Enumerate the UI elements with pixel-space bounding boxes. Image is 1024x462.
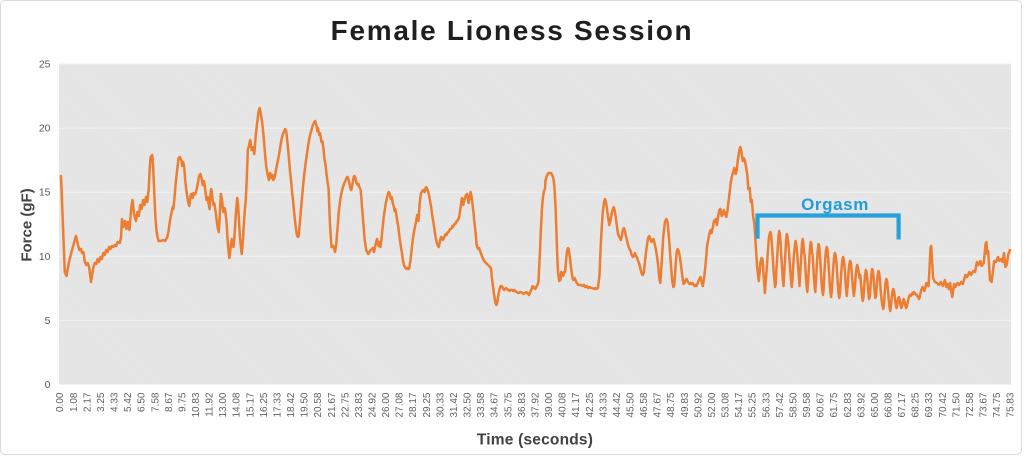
svg-text:47.67: 47.67 <box>653 392 664 417</box>
svg-text:74.75: 74.75 <box>992 392 1003 417</box>
svg-text:25: 25 <box>39 59 51 71</box>
svg-text:29.25: 29.25 <box>422 392 433 417</box>
svg-text:66.08: 66.08 <box>883 392 894 417</box>
svg-text:23.83: 23.83 <box>354 392 365 417</box>
svg-text:3.25: 3.25 <box>96 392 107 412</box>
svg-text:48.75: 48.75 <box>666 392 677 417</box>
svg-text:30.33: 30.33 <box>435 392 446 417</box>
svg-text:56.33: 56.33 <box>761 392 772 417</box>
svg-text:65.00: 65.00 <box>870 392 881 417</box>
svg-text:35.75: 35.75 <box>503 392 514 417</box>
svg-text:5.42: 5.42 <box>123 392 134 412</box>
svg-text:0: 0 <box>45 379 51 391</box>
svg-text:6.50: 6.50 <box>137 392 148 412</box>
svg-text:13.00: 13.00 <box>218 392 229 417</box>
svg-text:Orgasm: Orgasm <box>801 195 869 214</box>
svg-text:70.42: 70.42 <box>938 392 949 417</box>
svg-text:57.42: 57.42 <box>775 392 786 417</box>
svg-text:46.58: 46.58 <box>639 392 650 417</box>
svg-text:53.08: 53.08 <box>721 392 732 417</box>
svg-text:4.33: 4.33 <box>110 392 121 412</box>
svg-text:16.25: 16.25 <box>259 392 270 417</box>
svg-text:44.42: 44.42 <box>612 392 623 417</box>
svg-text:1.08: 1.08 <box>69 392 80 412</box>
svg-text:11.92: 11.92 <box>205 392 216 417</box>
svg-text:62.83: 62.83 <box>843 392 854 417</box>
svg-text:61.75: 61.75 <box>829 392 840 417</box>
svg-text:14.08: 14.08 <box>232 392 243 417</box>
svg-text:71.50: 71.50 <box>951 392 962 417</box>
svg-text:33.58: 33.58 <box>476 392 487 417</box>
svg-text:68.25: 68.25 <box>911 392 922 417</box>
svg-text:17.33: 17.33 <box>272 392 283 417</box>
svg-text:Time (seconds): Time (seconds) <box>477 432 593 449</box>
svg-text:63.92: 63.92 <box>856 392 867 417</box>
svg-text:69.33: 69.33 <box>924 392 935 417</box>
svg-text:73.67: 73.67 <box>979 392 990 417</box>
svg-text:72.58: 72.58 <box>965 392 976 417</box>
svg-text:28.17: 28.17 <box>408 392 419 417</box>
svg-text:55.25: 55.25 <box>748 392 759 417</box>
svg-text:41.17: 41.17 <box>571 392 582 417</box>
svg-text:5: 5 <box>45 315 51 327</box>
svg-text:20: 20 <box>39 123 51 135</box>
svg-text:20.58: 20.58 <box>313 392 324 417</box>
svg-text:67.17: 67.17 <box>897 392 908 417</box>
svg-text:75.83: 75.83 <box>1006 392 1017 417</box>
svg-text:24.92: 24.92 <box>368 392 379 417</box>
svg-text:10.83: 10.83 <box>191 392 202 417</box>
svg-text:36.83: 36.83 <box>517 392 528 417</box>
svg-text:50.92: 50.92 <box>693 392 704 417</box>
svg-text:32.50: 32.50 <box>463 392 474 417</box>
svg-text:10: 10 <box>39 251 51 263</box>
svg-text:0.00: 0.00 <box>55 392 66 412</box>
svg-text:21.67: 21.67 <box>327 392 338 417</box>
svg-text:39.00: 39.00 <box>544 392 555 417</box>
svg-text:15.17: 15.17 <box>245 392 256 417</box>
svg-text:60.67: 60.67 <box>816 392 827 417</box>
svg-text:59.58: 59.58 <box>802 392 813 417</box>
svg-text:31.42: 31.42 <box>449 392 460 417</box>
svg-text:22.75: 22.75 <box>340 392 351 417</box>
svg-text:2.17: 2.17 <box>82 392 93 412</box>
svg-text:43.33: 43.33 <box>598 392 609 417</box>
svg-text:34.67: 34.67 <box>490 392 501 417</box>
svg-text:52.00: 52.00 <box>707 392 718 417</box>
svg-text:Force (gF): Force (gF) <box>19 188 36 261</box>
svg-text:27.08: 27.08 <box>395 392 406 417</box>
svg-text:37.92: 37.92 <box>530 392 541 417</box>
svg-text:42.25: 42.25 <box>585 392 596 417</box>
svg-text:8.67: 8.67 <box>164 392 175 412</box>
svg-text:19.50: 19.50 <box>300 392 311 417</box>
svg-text:26.00: 26.00 <box>381 392 392 417</box>
svg-text:49.83: 49.83 <box>680 392 691 417</box>
svg-text:15: 15 <box>39 187 51 199</box>
svg-text:58.50: 58.50 <box>788 392 799 417</box>
svg-text:54.17: 54.17 <box>734 392 745 417</box>
svg-text:18.42: 18.42 <box>286 392 297 417</box>
svg-text:45.50: 45.50 <box>626 392 637 417</box>
svg-text:9.75: 9.75 <box>177 392 188 412</box>
svg-text:7.58: 7.58 <box>150 392 161 412</box>
svg-text:40.08: 40.08 <box>558 392 569 417</box>
